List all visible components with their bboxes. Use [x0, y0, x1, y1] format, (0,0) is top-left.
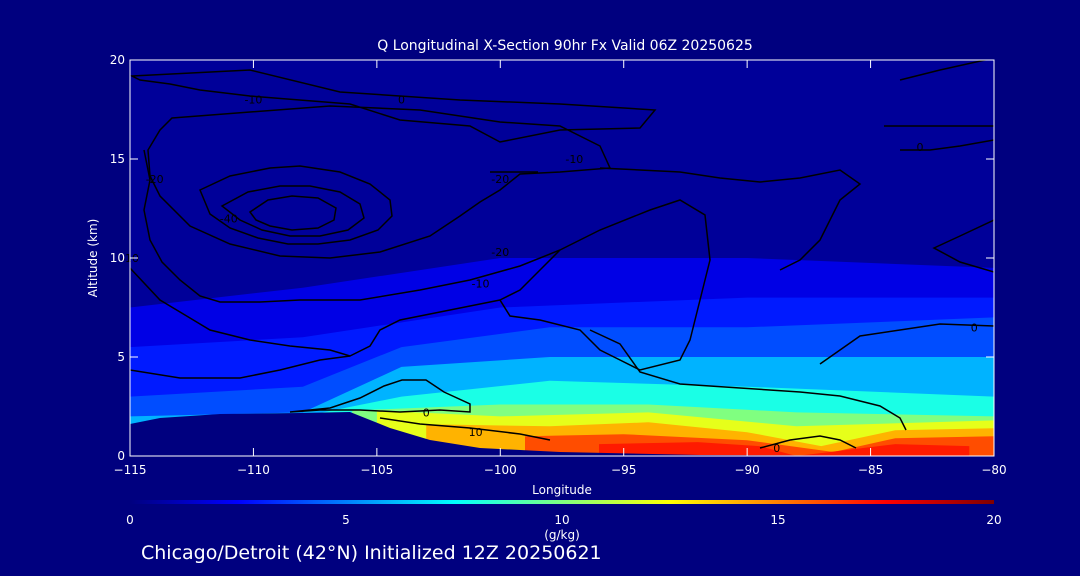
x-tick-label: −80: [981, 463, 1006, 477]
contour-line: [932, 219, 994, 273]
y-axis: 0 5 10 15 20: [110, 53, 994, 463]
x-tick-label: −90: [734, 463, 759, 477]
contour-line: [220, 185, 365, 237]
moisture-fill: [130, 60, 994, 456]
contour-value-label: 0: [773, 442, 780, 455]
x-axis: −115 −110 −105 −100 −95 −90 −85 −80: [114, 60, 1007, 477]
contour-line: [899, 60, 989, 81]
contour-value-label: 0: [398, 94, 405, 107]
y-tick-label: 15: [110, 152, 125, 166]
contour-line: [130, 69, 657, 143]
x-tick-label: −95: [611, 463, 636, 477]
x-axis-label: Longitude: [532, 483, 592, 497]
y-axis-label: Altitude (km): [86, 219, 100, 298]
temperature-contours: [130, 60, 994, 449]
contour-line: [900, 139, 994, 151]
contour-line: [147, 105, 612, 259]
colorbar-tick-label: 15: [770, 513, 785, 527]
colorbar-tick-label: 5: [342, 513, 350, 527]
moisture-band: [599, 442, 970, 456]
contour-line: [589, 329, 907, 431]
colorbar-tick-label: 10: [554, 513, 569, 527]
contour-value-label: -10: [472, 278, 490, 291]
contour-line: [819, 323, 994, 365]
contour-value-label: -20: [491, 173, 509, 186]
colorbar-tick-label: 0: [126, 513, 134, 527]
contour-line: [143, 149, 711, 371]
colorbar-unit-label: (g/kg): [544, 528, 580, 542]
contour-line: [759, 435, 857, 449]
contour-line: [599, 167, 862, 271]
x-tick-label: −110: [237, 463, 270, 477]
contour-value-label: -20: [491, 246, 509, 259]
x-tick-label: −85: [858, 463, 883, 477]
contour-value-label: -40: [220, 212, 238, 225]
contour-line: [130, 355, 351, 379]
x-tick-label: −100: [484, 463, 517, 477]
contour-value-label: 0: [971, 321, 978, 334]
y-tick-label: 10: [110, 251, 125, 265]
terrain: [130, 412, 994, 456]
x-tick-label: −115: [114, 463, 147, 477]
x-tick-label: −105: [360, 463, 393, 477]
chart-title: Q Longitudinal X-Section 90hr Fx Valid 0…: [377, 38, 753, 54]
contour-value-label: -10: [244, 94, 262, 107]
contour-value-label: -10: [565, 153, 583, 166]
contour-value-label: 10: [469, 426, 483, 439]
contour-value-label: -20: [146, 173, 164, 186]
contour-value-label: 0: [423, 406, 430, 419]
contour-line: [248, 195, 337, 231]
contour-line: [199, 165, 393, 245]
y-tick-label: 0: [117, 449, 125, 463]
colorbar: [130, 500, 994, 504]
colorbar-ticks: 0 5 10 15 20: [126, 513, 1001, 527]
model-run-footer: Chicago/Detroit (42°N) Initialized 12Z 2…: [141, 542, 602, 564]
contour-line: [130, 267, 501, 357]
y-tick-label: 5: [117, 350, 125, 364]
y-tick-label: 20: [110, 53, 125, 67]
terrain-shape: [130, 412, 994, 456]
contour-line: [379, 417, 551, 441]
colorbar-tick-label: 20: [986, 513, 1001, 527]
contour-line: [289, 379, 471, 413]
contour-value-label: 0: [916, 141, 923, 154]
